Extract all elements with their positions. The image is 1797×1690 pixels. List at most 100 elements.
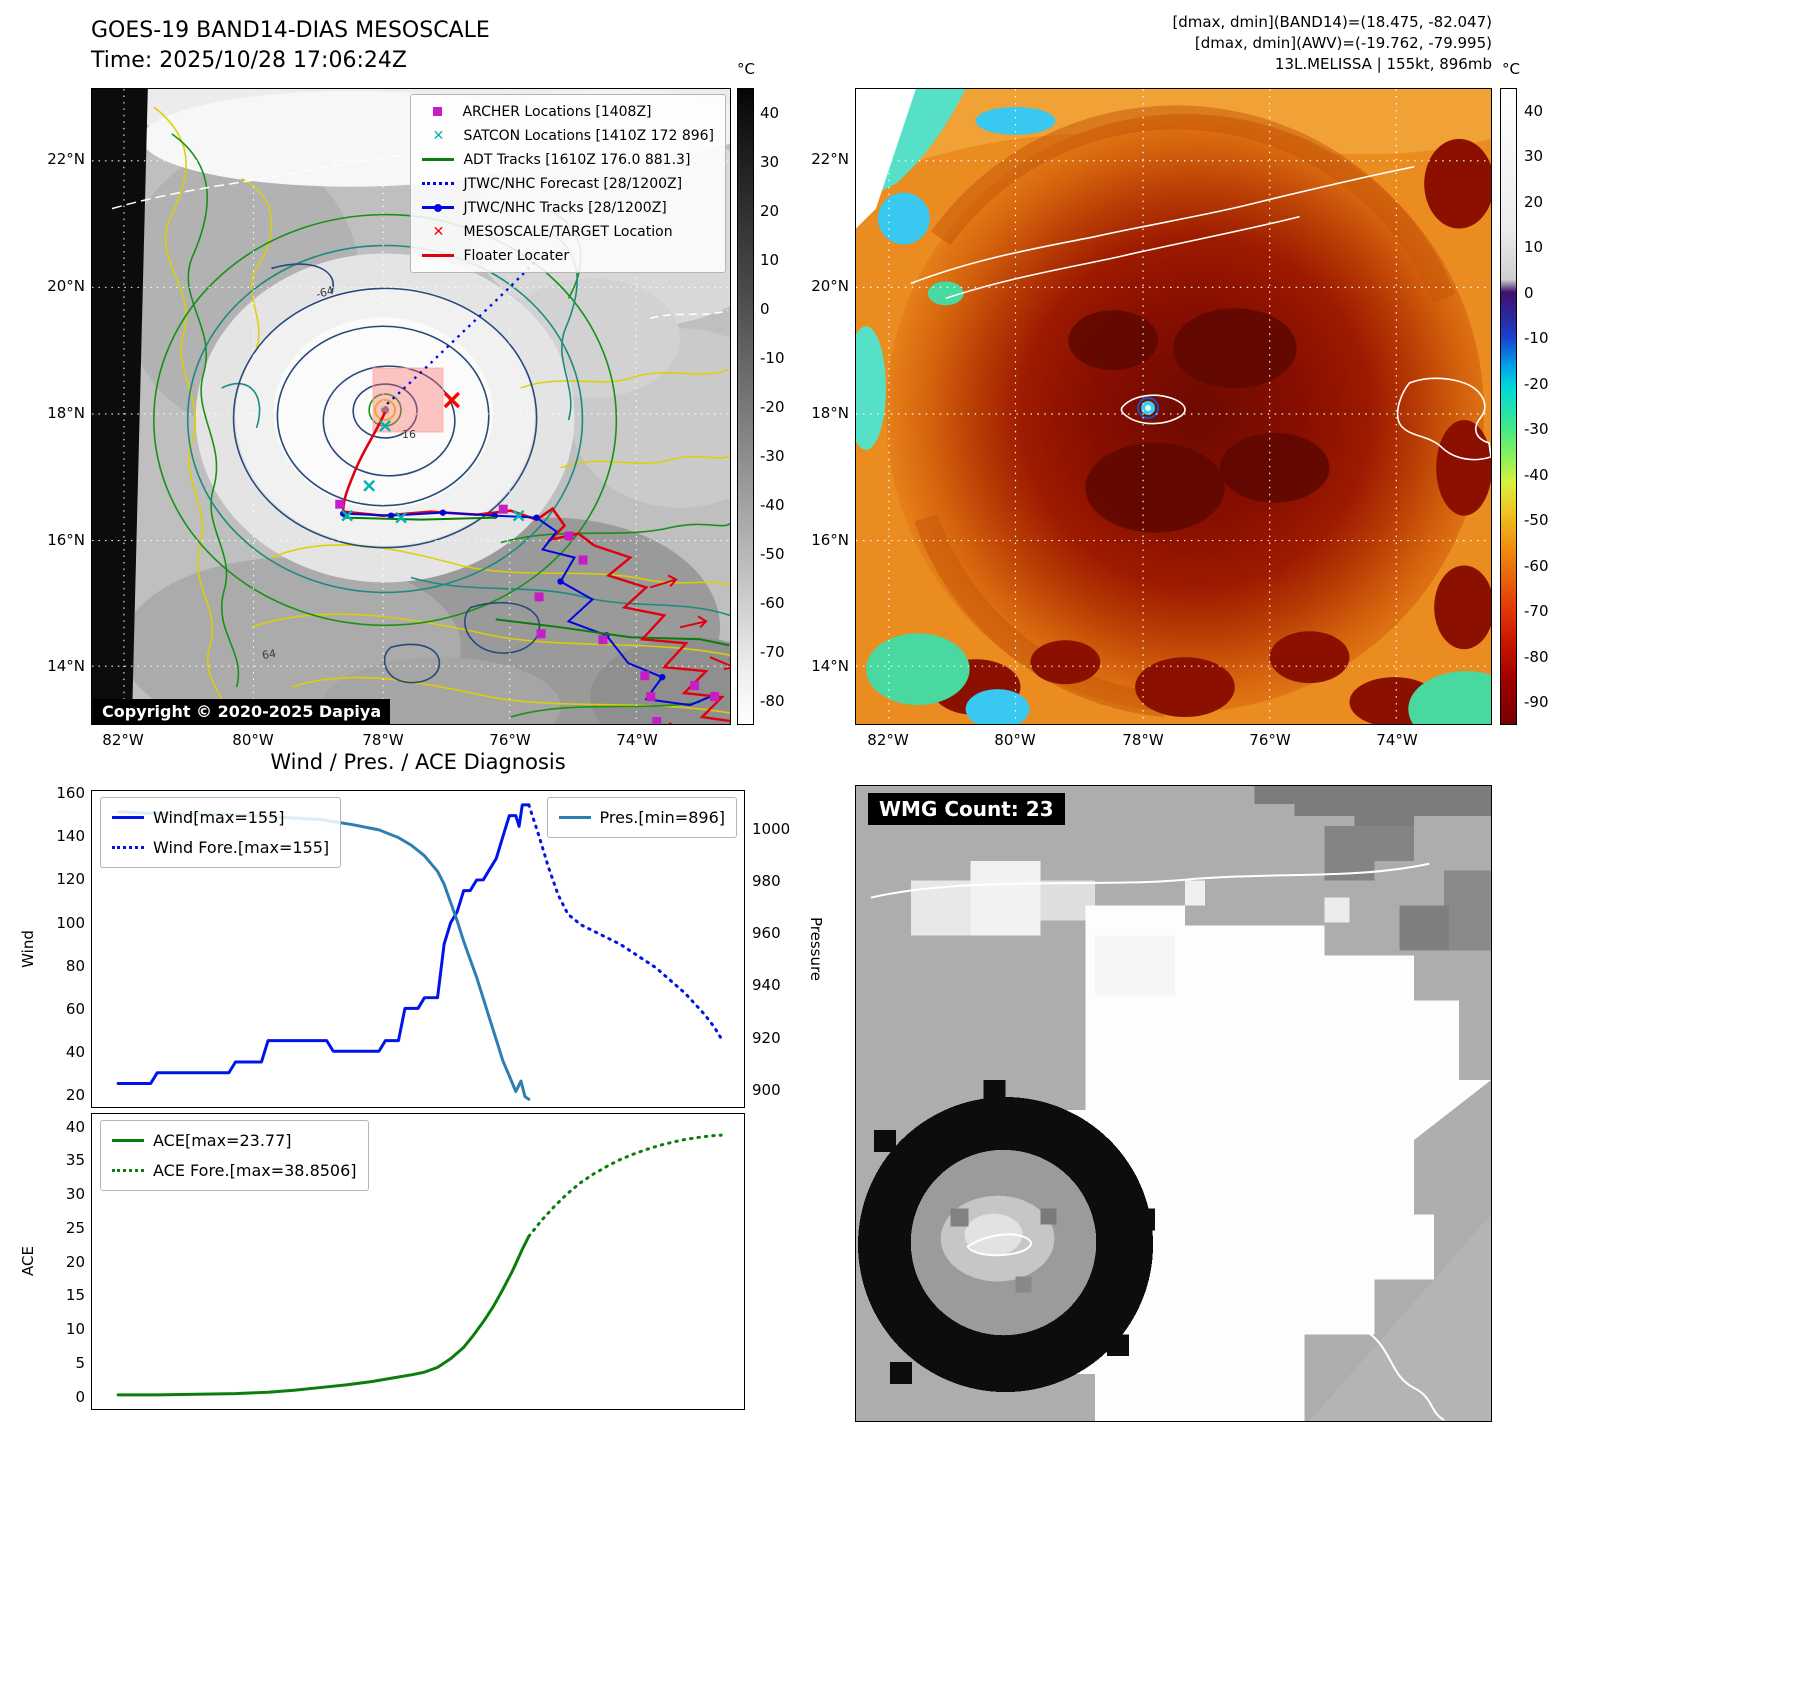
lat-tick-label: 14°N [47,657,85,675]
lat-tick-label: 22°N [47,150,85,168]
ace-plot-area [116,1133,723,1397]
colorbar-tick-label: -80 [1524,647,1549,666]
y-tick-label: 160 [56,784,85,803]
legend-label: MESOSCALE/TARGET Location [463,223,673,240]
y-tick-label: 30 [65,1185,85,1203]
ace-legend: ACE[max=23.77] ACE Fore.[max=38.8506] [100,1120,369,1191]
storm-id-line: 13L.MELISSA | 155kt, 896mb [1274,55,1492,73]
ace-line-marker [112,1139,144,1142]
colorbar-tick-label: -50 [1524,511,1549,530]
archer-markers [335,499,720,724]
colorbar-tick-label: 0 [760,299,770,318]
storm-tracks [335,261,730,724]
ace-forecast-line-marker [112,1169,144,1172]
legend-label: Wind Fore.[max=155] [153,838,330,857]
series-line [116,803,531,1085]
legend-label: JTWC/NHC Forecast [28/1200Z] [463,175,683,192]
series-line [527,803,723,1040]
lon-tick-label: 74°W [616,731,658,749]
colorbar-tick-label: -60 [1524,556,1549,575]
gridlines [856,89,1491,724]
colorbar-tick-label: -20 [1524,374,1549,393]
legend-item: ACE Fore.[max=38.8506] [112,1158,357,1183]
colorbar-tick-label: 40 [1524,101,1544,120]
band14-title: GOES-19 BAND14-DIAS MESOSCALE [91,18,490,43]
legend-label: ACE Fore.[max=38.8506] [153,1161,357,1180]
mesoscale-target-box [372,367,444,433]
lat-tick-label: 18°N [811,404,849,422]
x-marker-icon: ✕ [432,127,445,144]
lon-tick-label: 78°W [362,731,404,749]
legend-label: Wind[max=155] [153,808,285,827]
legend-label: ACE[max=23.77] [153,1131,292,1150]
band14-legend: ARCHER Locations [1408Z] ✕ SATCON Location… [410,94,726,273]
band14-time: Time: 2025/10/28 17:06:24Z [91,48,407,73]
no-data-wedge [92,89,148,724]
lon-tick-label: 76°W [489,731,531,749]
lon-tick-label: 80°W [232,731,274,749]
lon-tick-label: 82°W [102,731,144,749]
wind-arrows [649,574,730,724]
lon-tick-label: 80°W [994,731,1036,749]
wind-forecast-line-marker [112,846,144,849]
legend-item: ADT Tracks [1610Z 176.0 881.3] [422,150,714,169]
band14-title-block: GOES-19 BAND14-DIAS MESOSCALE Time: 2025… [91,16,490,76]
lat-tick-label: 22°N [811,150,849,168]
lat-tick-label: 20°N [811,277,849,295]
legend-item: Wind[max=155] [112,805,329,830]
legend-item: JTWC/NHC Tracks [28/1200Z] [422,198,714,217]
colorbar-tick-label: 10 [760,250,780,269]
legend-label: ARCHER Locations [1408Z] [462,103,652,120]
colorbar-tick-label: -10 [1524,329,1549,348]
contour-value-label: -16 [398,428,416,441]
y-tick-label: 120 [56,870,85,889]
pressure-legend: Pres.[min=896] [546,797,737,838]
hurricane-eye-marker [1137,397,1160,419]
coastlines [111,138,729,320]
lat-tick-label: 16°N [47,531,85,549]
wind-legend: Wind[max=155] Wind Fore.[max=155] [100,797,342,868]
contour-value-label: 64 [260,646,278,663]
no-data-wedge [856,89,916,229]
legend-item: JTWC/NHC Forecast [28/1200Z] [422,174,714,193]
y-tick-label: 80 [65,956,85,975]
legend-item: Floater Locater [422,246,714,265]
y-tick-label: 10 [65,1320,85,1338]
adt-track-line [343,516,730,647]
wind-line-marker [112,816,144,819]
copyright-text: Copyright © 2020-2025 Dapiya [93,699,391,724]
y-tick-label: 40 [65,1042,85,1061]
colorbar-tick-label: -50 [760,544,785,563]
band14-colorbar-unit: °C [737,60,755,78]
colorbar-tick-label: -70 [1524,602,1549,621]
lat-tick-label: 16°N [811,531,849,549]
lon-tick-label: 76°W [1249,731,1291,749]
y-tick-label: 900 [752,1080,781,1099]
legend-item: ✕ SATCON Locations [1410Z 172 896] [422,126,714,145]
line-marker-icon [422,254,455,257]
cold-cloud-patches [856,89,1491,724]
colorbar-tick-label: -60 [760,593,785,612]
colorbar-tick-label: 30 [760,152,780,171]
y-tick-label: 25 [65,1218,85,1237]
contours-navy [232,263,541,684]
band14-colorbar [737,88,754,725]
awv-map [855,88,1492,725]
y-tick-label: 60 [65,999,85,1018]
warm-blobs [930,138,1491,724]
series-line [116,1234,531,1397]
colorbar-tick-label: 10 [1524,238,1544,257]
wmg-count-badge: WMG Count: 23 [868,793,1065,825]
wmg-map [855,785,1492,1422]
legend-item: Pres.[min=896] [558,805,725,830]
y-tick-label: 15 [65,1286,85,1305]
line-marker-icon [422,204,455,212]
y-tick-label: 920 [752,1028,781,1047]
colorbar-tick-label: -30 [760,446,785,465]
y-tick-label: 35 [65,1151,85,1170]
pressure-line-marker [558,816,591,819]
awv-header-line: [dmax, dmin](BAND14)=(18.475, -82.047) [1172,13,1492,31]
coastlines [910,165,1491,461]
y-tick-label: 980 [752,872,781,891]
